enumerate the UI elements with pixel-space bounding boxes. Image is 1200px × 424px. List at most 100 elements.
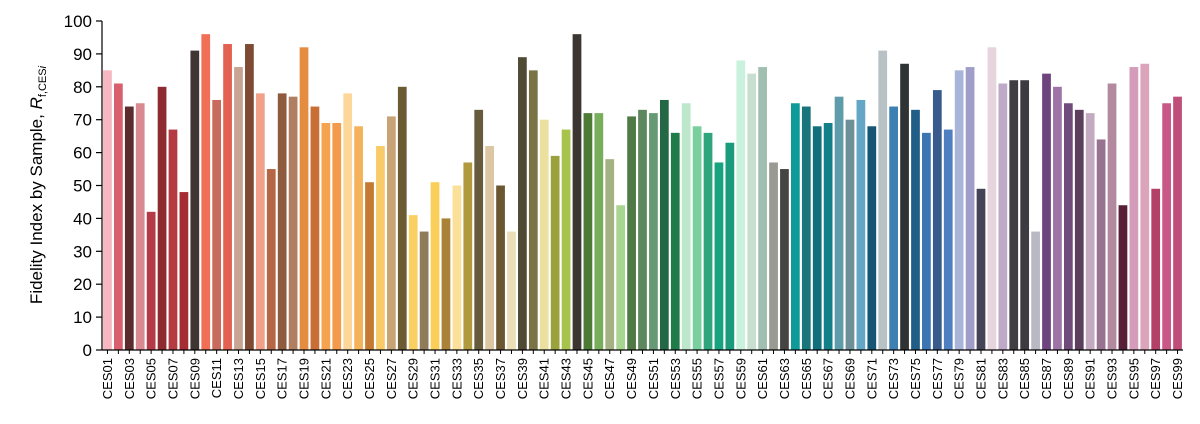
x-tick-label-ces01: CES01	[100, 358, 115, 399]
bar-ces96	[1140, 63, 1150, 351]
bar-ces33	[452, 185, 462, 350]
bar-ces14	[245, 44, 254, 350]
x-tick-label-ces13: CES13	[231, 358, 246, 399]
bar-ces94	[1118, 205, 1128, 350]
x-tick-label-ces39: CES39	[515, 358, 530, 399]
x-tick-label-ces87: CES87	[1039, 358, 1054, 399]
x-tick-label-ces73: CES73	[886, 358, 901, 399]
bar-ces20	[310, 106, 320, 350]
bar-ces64	[791, 103, 800, 350]
bar-ces31	[430, 182, 440, 350]
x-tick-label-ces15: CES15	[253, 358, 268, 399]
bar-ces04	[135, 103, 145, 350]
bar-ces06	[157, 86, 167, 351]
x-tick-label-ces47: CES47	[602, 358, 617, 399]
bar-ces67	[823, 122, 833, 351]
x-tick-label-ces53: CES53	[668, 358, 683, 399]
bar-ces85	[1020, 80, 1030, 350]
bar-ces92	[1096, 139, 1106, 350]
bars-group	[103, 34, 1182, 351]
bar-ces83	[998, 83, 1008, 350]
y-tick-label: 10	[73, 308, 92, 327]
x-tick-label-ces91: CES91	[1083, 358, 1098, 399]
bar-ces91	[1085, 113, 1095, 351]
x-axis: CES01 CES03 CES05 CES07 CES09 CES11 CES13 CES15…	[100, 349, 1185, 399]
bar-ces65	[801, 106, 811, 350]
bar-ces90	[1074, 109, 1084, 350]
bar-ces27	[386, 116, 396, 350]
bar-ces99	[1173, 96, 1182, 350]
x-tick-label-ces49: CES49	[624, 358, 639, 399]
bar-ces58	[725, 142, 735, 350]
bar-ces62	[769, 162, 778, 350]
y-axis-label-main: Fidelity Index by Sample,	[27, 109, 46, 304]
y-axis-label-subscript-index: i	[37, 65, 49, 68]
bar-ces26	[376, 146, 385, 350]
x-tick-label-ces93: CES93	[1105, 358, 1120, 399]
x-tick-label-ces19: CES19	[297, 358, 312, 399]
bar-ces16	[266, 169, 276, 350]
x-tick-label-ces33: CES33	[449, 358, 464, 399]
bar-ces46	[594, 113, 604, 351]
bar-ces28	[397, 86, 407, 351]
bar-ces55	[692, 126, 702, 350]
bar-ces54	[681, 103, 691, 350]
x-tick-label-ces63: CES63	[777, 358, 792, 399]
bar-ces84	[1009, 80, 1019, 350]
bar-ces61	[758, 67, 767, 350]
x-tick-label-ces09: CES09	[187, 358, 202, 399]
x-tick-label-ces05: CES05	[144, 358, 159, 399]
bar-ces47	[605, 159, 615, 350]
x-tick-label-ces61: CES61	[755, 358, 770, 399]
x-tick-label-ces75: CES75	[908, 358, 923, 399]
bar-ces10	[201, 34, 211, 350]
y-axis: 0 10 20 30 40 50 60 70 80 90 100	[64, 12, 103, 360]
x-tick-label-ces27: CES27	[384, 358, 399, 399]
bar-ces87	[1042, 73, 1051, 350]
x-tick-label-ces83: CES83	[995, 358, 1010, 399]
bar-ces22	[332, 122, 342, 351]
x-tick-label-ces07: CES07	[165, 358, 180, 399]
y-tick-label: 70	[73, 111, 92, 130]
bar-ces86	[1031, 231, 1040, 350]
bar-ces11	[212, 99, 222, 351]
y-tick-label: 90	[73, 45, 92, 64]
bar-ces48	[616, 205, 626, 350]
bar-ces88	[1053, 86, 1062, 351]
bar-ces30	[419, 231, 429, 350]
bar-ces78	[943, 129, 953, 350]
x-tick-label-ces17: CES17	[275, 358, 290, 399]
bar-ces42	[550, 155, 560, 350]
bar-ces71	[867, 126, 877, 350]
bar-ces69	[845, 119, 855, 350]
x-tick-label-ces03: CES03	[122, 358, 137, 399]
bar-ces37	[496, 185, 505, 350]
x-tick-label-ces71: CES71	[864, 358, 879, 399]
bar-ces13	[234, 67, 243, 350]
bar-ces66	[812, 126, 822, 350]
x-tick-label-ces41: CES41	[537, 358, 552, 399]
x-tick-label-ces51: CES51	[646, 358, 661, 399]
x-tick-label-ces95: CES95	[1126, 358, 1141, 399]
x-tick-label-ces99: CES99	[1170, 358, 1185, 399]
bar-ces45	[583, 113, 593, 351]
x-tick-label-ces43: CES43	[559, 358, 574, 399]
x-tick-label-ces31: CES31	[428, 358, 443, 399]
x-tick-label-ces59: CES59	[733, 358, 748, 399]
bar-ces36	[485, 146, 494, 350]
x-tick-label-ces45: CES45	[580, 358, 595, 399]
bar-ces70	[856, 99, 866, 351]
bar-ces18	[288, 96, 298, 350]
bar-ces95	[1129, 67, 1139, 350]
bar-ces72	[878, 50, 888, 351]
bar-ces29	[408, 215, 418, 350]
bar-ces93	[1107, 83, 1117, 350]
bar-ces81	[976, 188, 986, 350]
x-tick-label-ces81: CES81	[973, 358, 988, 399]
y-tick-label: 80	[73, 78, 92, 97]
bar-ces89	[1063, 103, 1073, 350]
y-tick-label: 20	[73, 275, 92, 294]
bar-ces40	[528, 70, 538, 350]
